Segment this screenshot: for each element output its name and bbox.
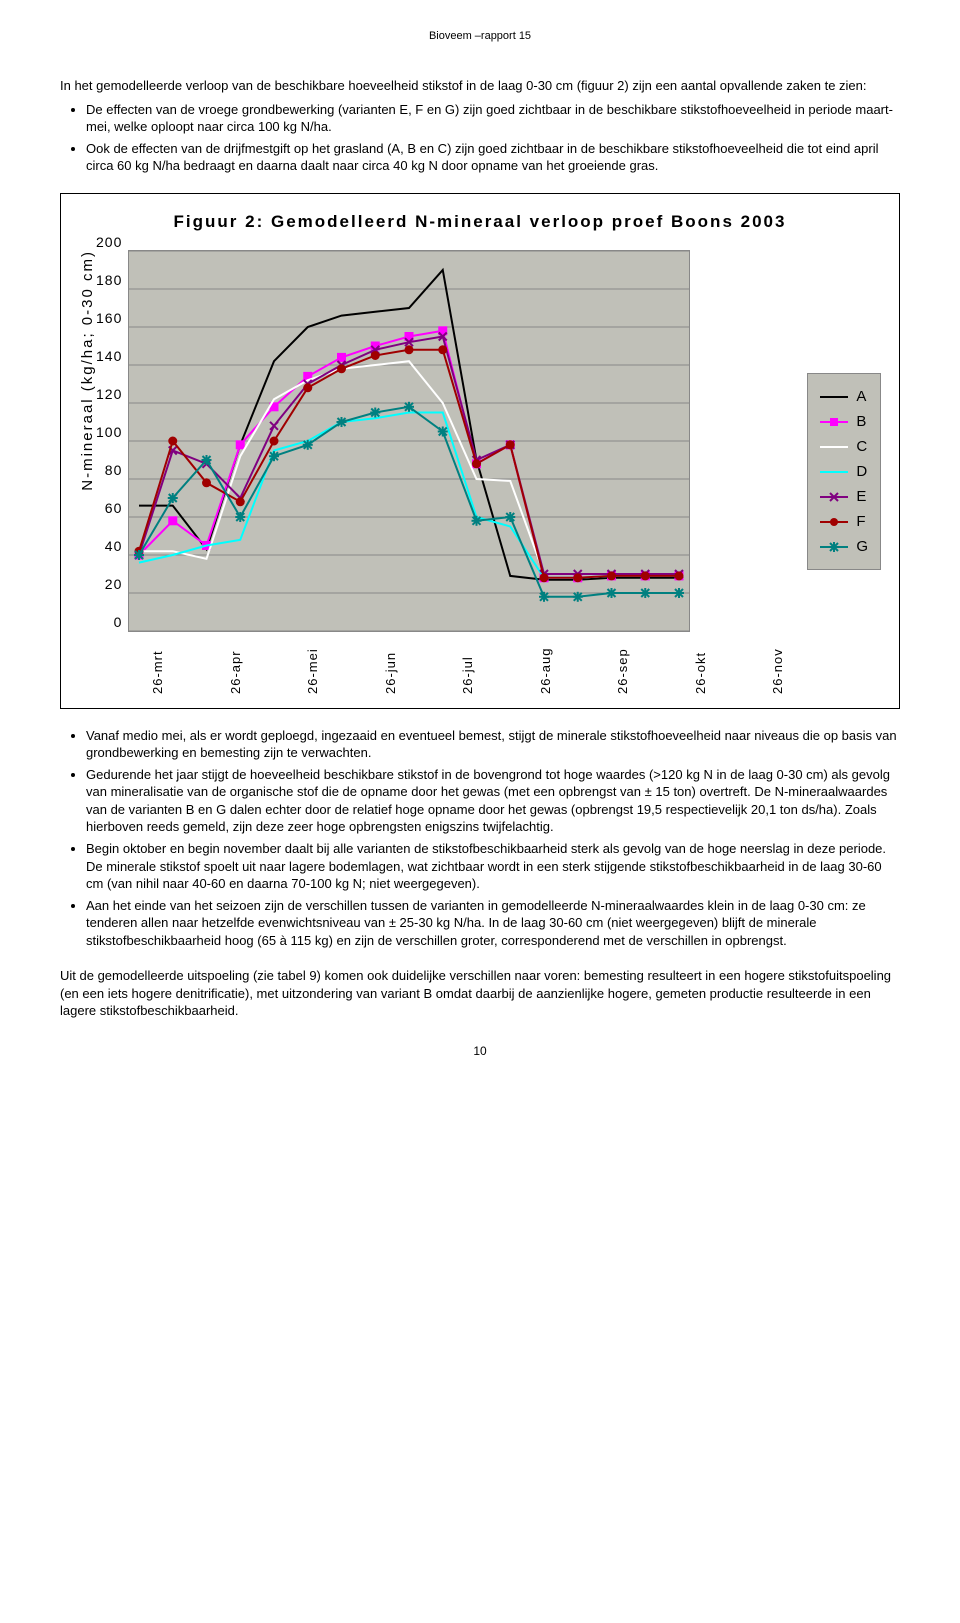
page-number: 10 (60, 1044, 900, 1058)
legend-item-G: G (820, 534, 868, 559)
legend-label: A (856, 388, 866, 405)
chart-y-ticks: 200180160140120100806040200 (96, 250, 128, 630)
legend-item-F: F (820, 509, 868, 534)
bullet-item: De effecten van de vroege grondbewerking… (86, 101, 900, 136)
legend-label: E (856, 488, 866, 505)
bullet-item: Begin oktober en begin november daalt bi… (86, 840, 900, 893)
legend-label: F (856, 513, 865, 530)
chart-title: Figuur 2: Gemodelleerd N-mineraal verloo… (61, 212, 899, 232)
legend-item-D: D (820, 459, 868, 484)
closing-paragraph: Uit de gemodelleerde uitspoeling (zie ta… (60, 967, 900, 1020)
top-bullet-list: De effecten van de vroege grondbewerking… (60, 101, 900, 175)
lower-bullet-list: Vanaf medio mei, als er wordt geploegd, … (60, 727, 900, 950)
bullet-item: Vanaf medio mei, als er wordt geploegd, … (86, 727, 900, 762)
bullet-item: Aan het einde van het seizoen zijn de ve… (86, 897, 900, 950)
legend-item-E: E (820, 484, 868, 509)
report-header: Bioveem –rapport 15 (60, 30, 900, 42)
chart-x-ticks: 26-mrt26-apr26-mei26-jun26-jul26-aug26-s… (96, 638, 785, 694)
bullet-item: Gedurende het jaar stijgt de hoeveelheid… (86, 766, 900, 836)
legend-label: G (856, 538, 868, 555)
legend-item-B: B (820, 409, 868, 434)
chart-y-axis-label: N-mineraal (kg/ha; 0-30 cm) (79, 250, 96, 551)
bullet-item: Ook de effecten van de drijfmestgift op … (86, 140, 900, 175)
chart-plot-area (128, 250, 690, 632)
legend-label: D (856, 463, 867, 480)
legend-item-C: C (820, 434, 868, 459)
legend-label: B (856, 413, 866, 430)
legend-label: C (856, 438, 867, 455)
legend-item-A: A (820, 384, 868, 409)
intro-paragraph: In het gemodelleerde verloop van de besc… (60, 77, 900, 95)
figure-2-chart: Figuur 2: Gemodelleerd N-mineraal verloo… (60, 193, 900, 709)
chart-legend: ABCDEFG (807, 373, 881, 570)
